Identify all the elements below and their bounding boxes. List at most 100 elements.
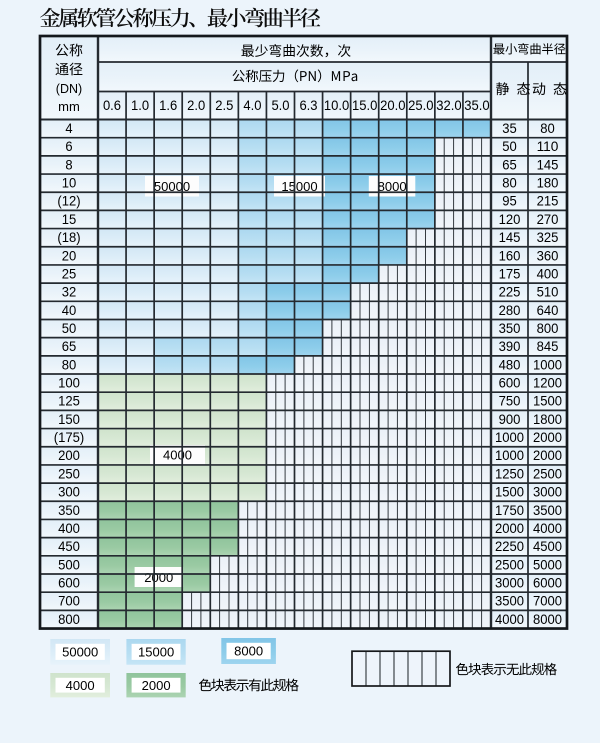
svg-text:2500: 2500 (533, 466, 562, 482)
svg-text:480: 480 (499, 357, 521, 373)
svg-text:120: 120 (499, 212, 521, 228)
svg-text:700: 700 (58, 594, 80, 610)
svg-text:8000: 8000 (234, 644, 263, 659)
svg-text:32.0: 32.0 (436, 98, 462, 113)
svg-text:1750: 1750 (495, 503, 524, 519)
svg-text:20.0: 20.0 (380, 98, 406, 113)
svg-text:6000: 6000 (533, 576, 562, 592)
svg-text:600: 600 (499, 376, 521, 392)
svg-text:300: 300 (58, 485, 80, 501)
svg-text:845: 845 (537, 339, 559, 355)
svg-text:(DN): (DN) (56, 82, 82, 96)
svg-text:25: 25 (62, 266, 77, 282)
svg-text:2000: 2000 (533, 430, 562, 446)
svg-text:2000: 2000 (144, 570, 173, 585)
svg-text:80: 80 (502, 176, 517, 192)
svg-text:200: 200 (58, 448, 80, 464)
svg-text:2.0: 2.0 (187, 98, 205, 113)
svg-text:4500: 4500 (533, 539, 562, 555)
svg-text:450: 450 (58, 539, 80, 555)
svg-text:390: 390 (499, 339, 521, 355)
svg-text:2250: 2250 (495, 539, 524, 555)
svg-text:350: 350 (58, 503, 80, 519)
svg-text:8: 8 (65, 157, 72, 173)
svg-text:180: 180 (537, 176, 559, 192)
svg-text:350: 350 (499, 321, 521, 337)
svg-text:1200: 1200 (533, 376, 562, 392)
svg-text:3000: 3000 (533, 485, 562, 501)
svg-text:4000: 4000 (495, 612, 524, 628)
svg-text:225: 225 (499, 285, 521, 301)
svg-text:3500: 3500 (533, 503, 562, 519)
svg-text:65: 65 (502, 157, 517, 173)
svg-text:175: 175 (499, 266, 521, 282)
svg-text:7000: 7000 (533, 594, 562, 610)
svg-text:1000: 1000 (533, 357, 562, 373)
svg-text:4: 4 (65, 121, 72, 137)
svg-text:1000: 1000 (495, 430, 524, 446)
svg-text:280: 280 (499, 303, 521, 319)
svg-text:25.0: 25.0 (408, 98, 434, 113)
svg-text:1.6: 1.6 (159, 98, 177, 113)
svg-text:65: 65 (62, 339, 77, 355)
svg-text:mm: mm (58, 99, 80, 114)
svg-text:5000: 5000 (533, 557, 562, 573)
svg-text:50000: 50000 (154, 179, 190, 194)
svg-text:2.5: 2.5 (215, 98, 233, 113)
svg-text:150: 150 (58, 412, 80, 428)
svg-text:600: 600 (58, 576, 80, 592)
svg-text:325: 325 (537, 230, 559, 246)
svg-text:145: 145 (537, 157, 559, 173)
svg-text:400: 400 (58, 521, 80, 537)
svg-text:500: 500 (58, 557, 80, 573)
svg-text:(12): (12) (57, 194, 80, 210)
svg-text:4000: 4000 (66, 678, 95, 693)
svg-text:900: 900 (499, 412, 521, 428)
svg-text:6: 6 (65, 139, 72, 155)
svg-text:1500: 1500 (533, 394, 562, 410)
svg-text:250: 250 (58, 466, 80, 482)
svg-text:750: 750 (499, 394, 521, 410)
svg-text:1500: 1500 (495, 485, 524, 501)
svg-text:4000: 4000 (163, 448, 192, 463)
svg-text:800: 800 (537, 321, 559, 337)
svg-text:6.3: 6.3 (299, 98, 317, 113)
svg-text:15: 15 (62, 212, 77, 228)
svg-text:2500: 2500 (495, 557, 524, 573)
svg-text:110: 110 (537, 139, 559, 155)
svg-text:15000: 15000 (281, 179, 317, 194)
svg-text:270: 270 (537, 212, 559, 228)
svg-text:3500: 3500 (495, 594, 524, 610)
svg-text:(175): (175) (54, 430, 85, 446)
svg-text:215: 215 (537, 194, 559, 210)
svg-text:4000: 4000 (533, 521, 562, 537)
svg-text:50: 50 (502, 139, 517, 155)
svg-text:15000: 15000 (138, 645, 174, 660)
svg-text:(18): (18) (57, 230, 80, 246)
svg-text:3000: 3000 (495, 576, 524, 592)
svg-text:145: 145 (499, 230, 521, 246)
svg-text:800: 800 (58, 612, 80, 628)
svg-text:510: 510 (537, 285, 559, 301)
svg-text:400: 400 (537, 266, 559, 282)
svg-text:2000: 2000 (533, 448, 562, 464)
svg-text:20: 20 (62, 248, 77, 264)
svg-text:160: 160 (499, 248, 521, 264)
svg-text:10: 10 (62, 176, 77, 192)
svg-text:1.0: 1.0 (131, 98, 149, 113)
svg-text:8000: 8000 (533, 612, 562, 628)
svg-text:15.0: 15.0 (352, 98, 378, 113)
svg-text:1800: 1800 (533, 412, 562, 428)
svg-text:8000: 8000 (378, 179, 407, 194)
svg-text:4.0: 4.0 (243, 98, 261, 113)
svg-text:100: 100 (58, 376, 80, 392)
svg-text:360: 360 (537, 248, 559, 264)
svg-text:5.0: 5.0 (271, 98, 289, 113)
svg-text:95: 95 (502, 194, 517, 210)
svg-text:50: 50 (62, 321, 77, 337)
svg-text:35.0: 35.0 (464, 98, 490, 113)
svg-text:640: 640 (537, 303, 559, 319)
svg-text:125: 125 (58, 394, 80, 410)
svg-text:40: 40 (62, 303, 77, 319)
svg-text:2000: 2000 (495, 521, 524, 537)
